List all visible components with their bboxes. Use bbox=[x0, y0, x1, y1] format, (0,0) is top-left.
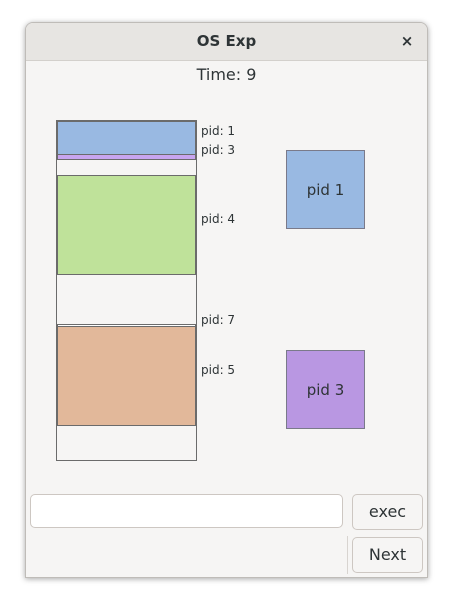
close-icon[interactable]: × bbox=[400, 32, 414, 50]
process-label: pid 1 bbox=[306, 180, 345, 199]
memory-column bbox=[56, 120, 197, 461]
memory-segment-pid-1 bbox=[57, 121, 196, 155]
memory-segment-pid-4 bbox=[57, 175, 196, 275]
separator bbox=[347, 536, 348, 574]
window-title: OS Exp bbox=[196, 32, 257, 50]
memory-label-pid-4: pid: 4 bbox=[201, 212, 236, 226]
command-input[interactable] bbox=[30, 494, 343, 528]
exec-button[interactable]: exec bbox=[352, 494, 423, 530]
app-window: OS Exp × Time: 9 pid: 1 pid: 3 pid: 4 pi… bbox=[25, 22, 428, 578]
memory-label-pid-3: pid: 3 bbox=[201, 143, 236, 157]
memory-segment-pid-3 bbox=[57, 154, 196, 160]
memory-segment-pid-5 bbox=[57, 326, 196, 426]
process-box-pid-1: pid 1 bbox=[286, 150, 365, 229]
process-box-pid-3: pid 3 bbox=[286, 350, 365, 429]
title-bar[interactable]: OS Exp × bbox=[26, 23, 427, 61]
memory-label-pid-5: pid: 5 bbox=[201, 363, 236, 377]
memory-label-pid-7: pid: 7 bbox=[201, 313, 236, 327]
next-button[interactable]: Next bbox=[352, 537, 423, 573]
process-label: pid 3 bbox=[306, 380, 345, 399]
memory-label-pid-1: pid: 1 bbox=[201, 124, 236, 138]
time-label: Time: 9 bbox=[196, 65, 257, 84]
